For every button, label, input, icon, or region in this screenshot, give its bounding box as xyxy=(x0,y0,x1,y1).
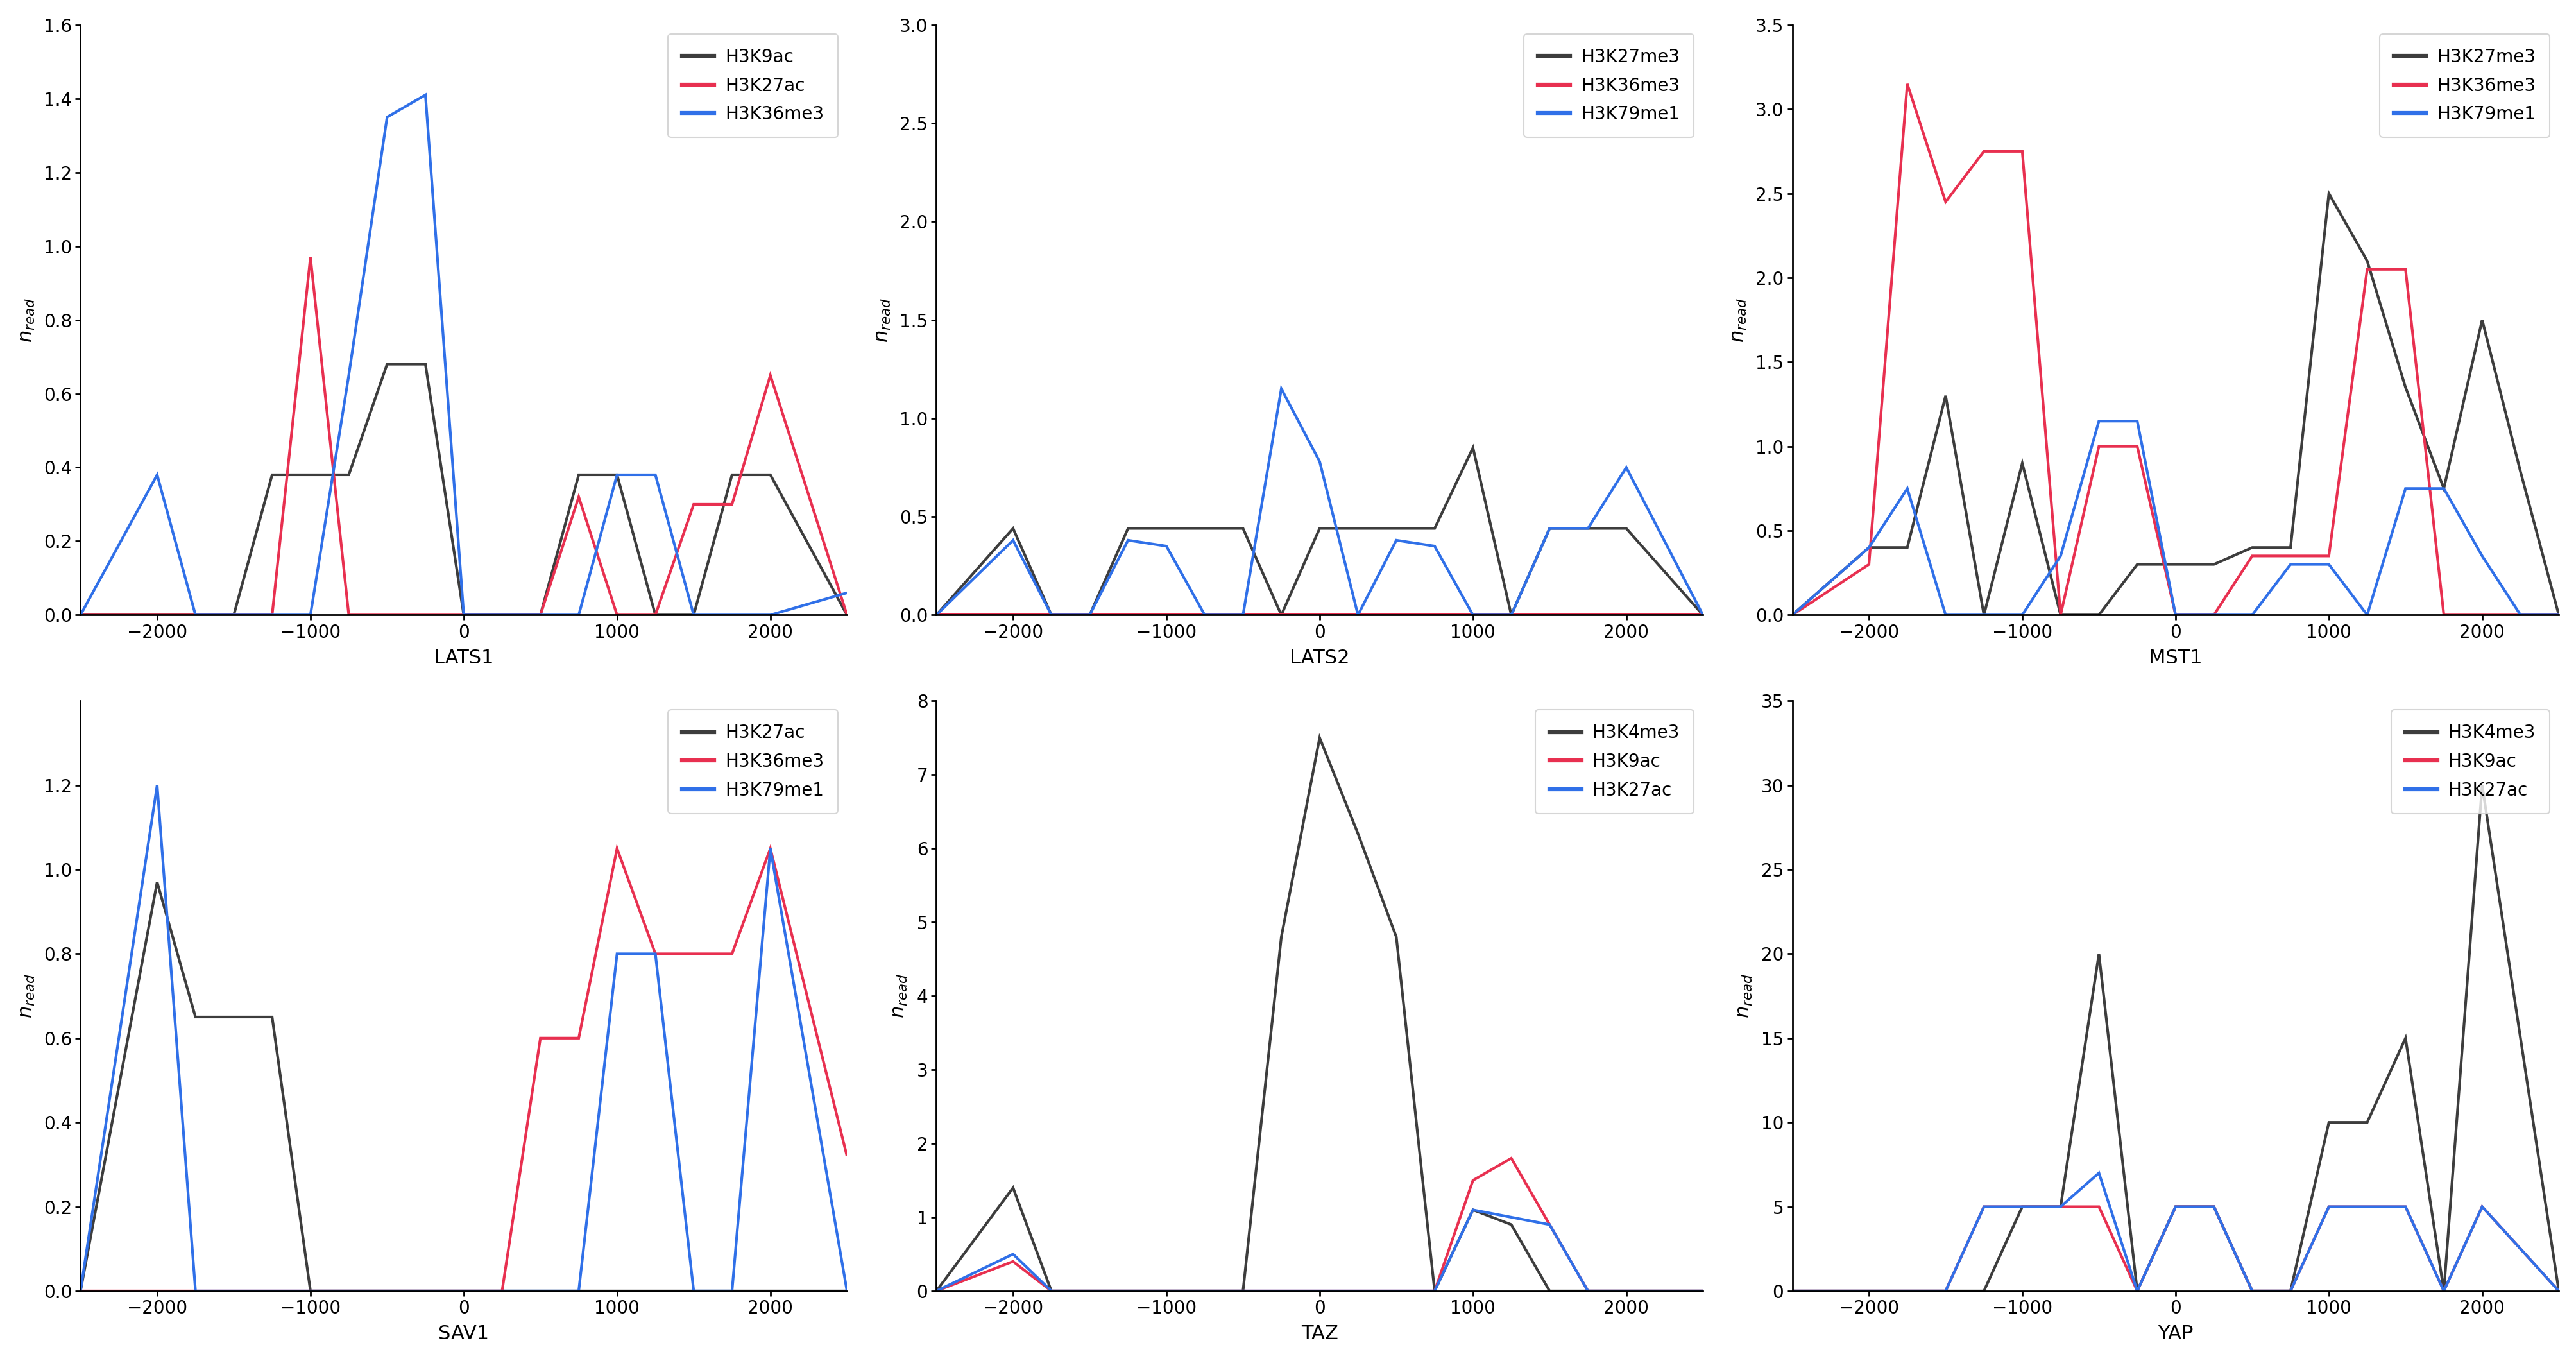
Y-axis label: $n_\mathregular{read}$: $n_\mathregular{read}$ xyxy=(18,298,36,343)
Y-axis label: $n_\mathregular{read}$: $n_\mathregular{read}$ xyxy=(873,298,891,343)
X-axis label: LATS2: LATS2 xyxy=(1291,649,1350,667)
Legend: H3K27me3, H3K36me3, H3K79me1: H3K27me3, H3K36me3, H3K79me1 xyxy=(1522,34,1692,137)
X-axis label: LATS1: LATS1 xyxy=(433,649,495,667)
Y-axis label: $n_\mathregular{read}$: $n_\mathregular{read}$ xyxy=(1728,298,1747,343)
Legend: H3K9ac, H3K27ac, H3K36me3: H3K9ac, H3K27ac, H3K36me3 xyxy=(667,34,837,137)
Legend: H3K27ac, H3K36me3, H3K79me1: H3K27ac, H3K36me3, H3K79me1 xyxy=(667,710,837,814)
Legend: H3K27me3, H3K36me3, H3K79me1: H3K27me3, H3K36me3, H3K79me1 xyxy=(2380,34,2550,137)
X-axis label: SAV1: SAV1 xyxy=(438,1324,489,1343)
X-axis label: TAZ: TAZ xyxy=(1301,1324,1337,1343)
X-axis label: YAP: YAP xyxy=(2156,1324,2192,1343)
Legend: H3K4me3, H3K9ac, H3K27ac: H3K4me3, H3K9ac, H3K27ac xyxy=(1535,710,1692,814)
Y-axis label: $n_\mathregular{read}$: $n_\mathregular{read}$ xyxy=(18,973,36,1018)
Y-axis label: $n_\mathregular{read}$: $n_\mathregular{read}$ xyxy=(1734,973,1754,1018)
Y-axis label: $n_\mathregular{read}$: $n_\mathregular{read}$ xyxy=(891,973,909,1018)
Legend: H3K4me3, H3K9ac, H3K27ac: H3K4me3, H3K9ac, H3K27ac xyxy=(2391,710,2550,814)
X-axis label: MST1: MST1 xyxy=(2148,649,2202,667)
